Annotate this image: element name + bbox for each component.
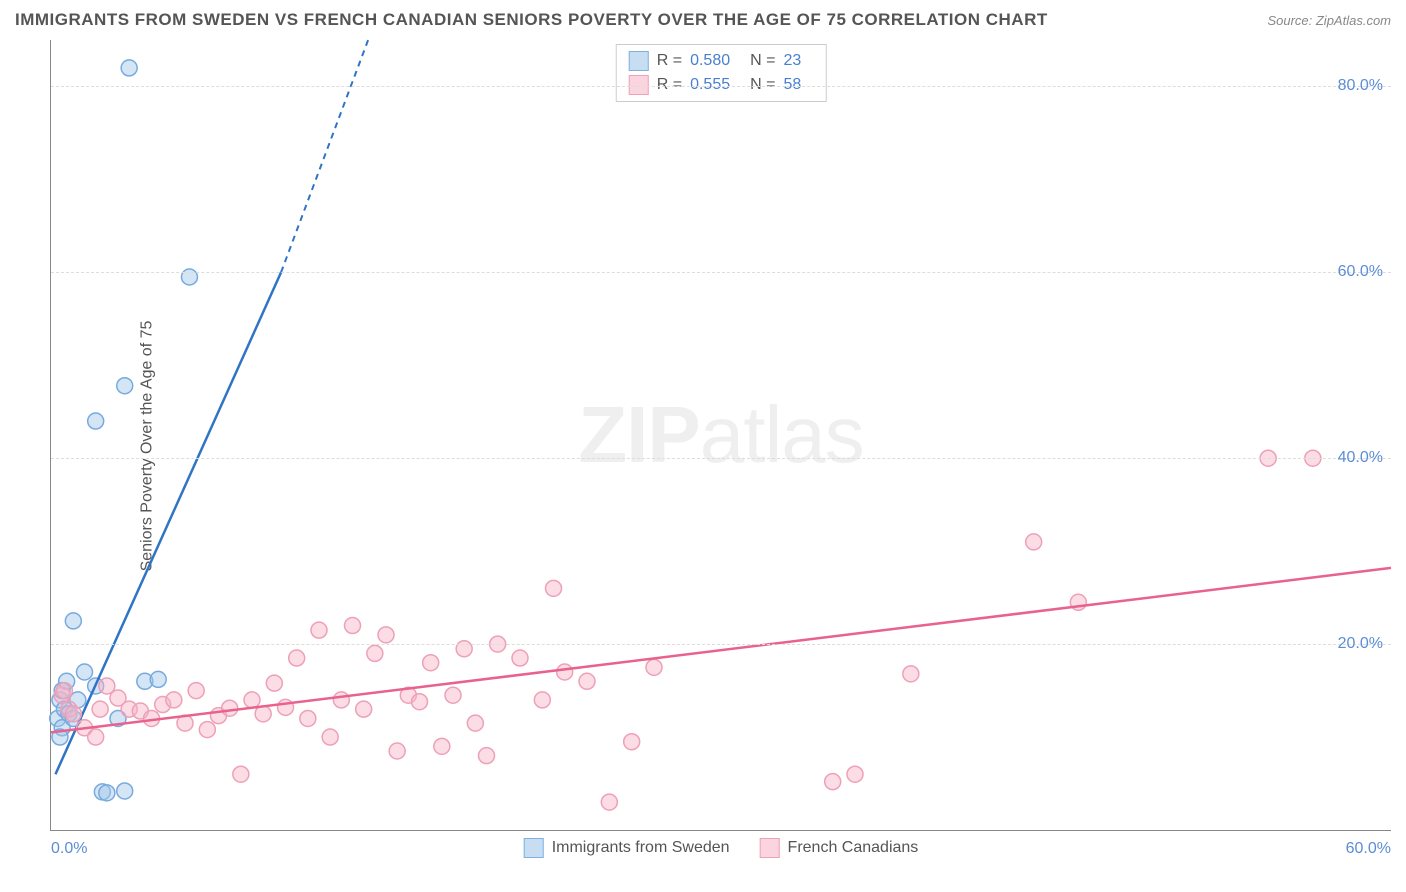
source-label: Source: ZipAtlas.com: [1267, 13, 1391, 28]
data-point: [233, 766, 249, 782]
gridline: [51, 272, 1391, 273]
data-point: [244, 692, 260, 708]
data-point: [266, 675, 282, 691]
n-value: 23: [783, 52, 801, 70]
trend-line-dashed: [281, 40, 368, 272]
r-value: 0.580: [690, 52, 730, 70]
data-point: [188, 683, 204, 699]
legend-item: Immigrants from Sweden: [524, 838, 730, 858]
data-point: [646, 659, 662, 675]
data-point: [199, 722, 215, 738]
data-point: [434, 738, 450, 754]
r-value: 0.555: [690, 76, 730, 94]
data-point: [412, 694, 428, 710]
data-point: [222, 700, 238, 716]
data-point: [512, 650, 528, 666]
legend-label: Immigrants from Sweden: [552, 839, 730, 857]
n-label: N =: [750, 76, 775, 94]
data-point: [479, 748, 495, 764]
legend-rn-row: R = 0.555 N = 58: [629, 73, 814, 97]
x-tick-label: 0.0%: [51, 840, 87, 858]
legend-label: French Canadians: [788, 839, 919, 857]
series-legend: Immigrants from Sweden French Canadians: [524, 838, 919, 858]
data-point: [289, 650, 305, 666]
data-point: [88, 729, 104, 745]
gridline: [51, 86, 1391, 87]
n-label: N =: [750, 52, 775, 70]
data-point: [557, 664, 573, 680]
data-point: [356, 701, 372, 717]
chart-svg: [51, 40, 1391, 830]
data-point: [847, 766, 863, 782]
data-point: [333, 692, 349, 708]
data-point: [92, 701, 108, 717]
data-point: [624, 734, 640, 750]
legend-swatch: [629, 51, 649, 71]
legend-item: French Canadians: [760, 838, 919, 858]
r-label: R =: [657, 76, 682, 94]
data-point: [99, 785, 115, 801]
data-point: [117, 783, 133, 799]
data-point: [300, 710, 316, 726]
x-tick-label: 60.0%: [1346, 840, 1391, 858]
data-point: [534, 692, 550, 708]
data-point: [367, 645, 383, 661]
data-point: [117, 378, 133, 394]
legend-swatch: [524, 838, 544, 858]
y-tick-label: 20.0%: [1338, 635, 1383, 653]
page-title: IMMIGRANTS FROM SWEDEN VS FRENCH CANADIA…: [15, 10, 1048, 30]
data-point: [467, 715, 483, 731]
legend-swatch: [760, 838, 780, 858]
data-point: [311, 622, 327, 638]
legend-swatch: [629, 75, 649, 95]
y-tick-label: 80.0%: [1338, 77, 1383, 95]
y-tick-label: 40.0%: [1338, 449, 1383, 467]
data-point: [322, 729, 338, 745]
data-point: [445, 687, 461, 703]
data-point: [378, 627, 394, 643]
data-point: [65, 613, 81, 629]
data-point: [65, 706, 81, 722]
y-tick-label: 60.0%: [1338, 263, 1383, 281]
data-point: [88, 413, 104, 429]
n-value: 58: [783, 76, 801, 94]
data-point: [389, 743, 405, 759]
data-point: [77, 664, 93, 680]
data-point: [1026, 534, 1042, 550]
legend-rn-row: R = 0.580 N = 23: [629, 49, 814, 73]
correlation-legend: R = 0.580 N = 23 R = 0.555 N = 58: [616, 44, 827, 102]
data-point: [423, 655, 439, 671]
data-point: [121, 60, 137, 76]
trend-line: [51, 568, 1391, 733]
data-point: [903, 666, 919, 682]
gridline: [51, 458, 1391, 459]
data-point: [56, 683, 72, 699]
data-point: [546, 580, 562, 596]
chart-plot-area: ZIPatlas R =0.580N =23R =0.555N =58 Immi…: [50, 40, 1391, 831]
gridline: [51, 644, 1391, 645]
data-point: [601, 794, 617, 810]
data-point: [150, 671, 166, 687]
data-point: [345, 618, 361, 634]
data-point: [579, 673, 595, 689]
data-point: [166, 692, 182, 708]
r-label: R =: [657, 52, 682, 70]
data-point: [825, 774, 841, 790]
